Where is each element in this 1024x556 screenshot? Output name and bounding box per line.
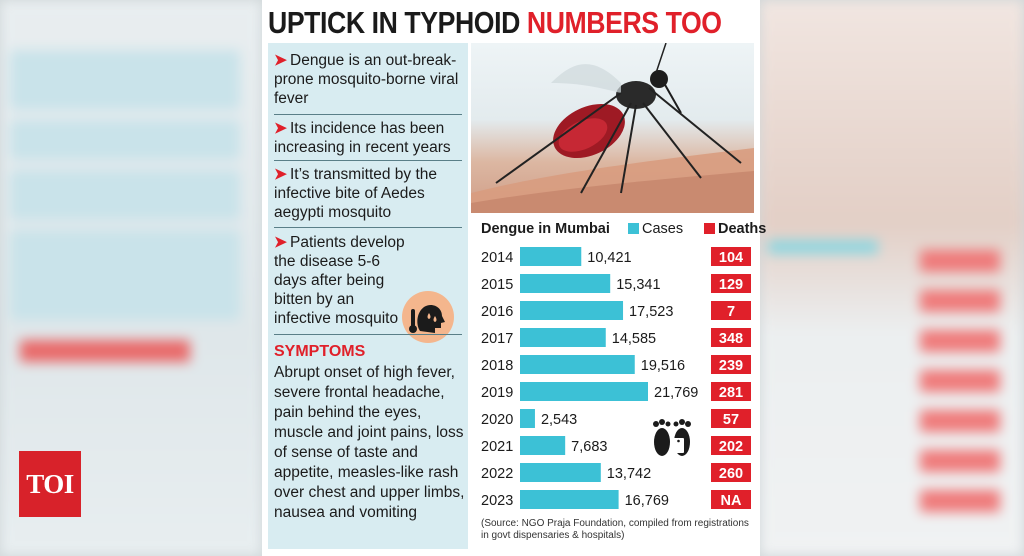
toe-tag-icon [673,438,684,453]
blurred-background-right [760,0,1024,556]
cases-value-label: 14,585 [612,331,656,347]
chart-title: Dengue in Mumbai [481,221,610,237]
symptoms-text: Abrupt onset of high fever, severe front… [274,364,465,521]
deaths-value-label: NA [721,493,742,509]
deaths-box [711,436,751,455]
arrow-icon: ➤ [274,166,287,183]
footprints-icon [653,419,691,456]
cases-bar [520,490,619,509]
source-note: (Source: NGO Praja Foundation, compiled … [481,518,749,541]
headline-part2: NUMBERS TOO [526,5,722,40]
mosquito-photo [471,43,754,213]
year-label: 2017 [481,331,513,347]
fact-item: ➤ Patients develop the disease 5-6 days a… [274,233,414,328]
fact-item: ➤ It’s transmitted by the infective bite … [274,165,466,222]
fact-item: ➤ Its incidence has been increasing in re… [274,119,466,157]
arrow-icon: ➤ [274,120,287,137]
deaths-box [711,247,751,266]
deaths-box [711,355,751,374]
deaths-value-label: 7 [727,304,735,320]
headline: UPTICK IN TYPHOID NUMBERS TOO [268,5,722,40]
cases-bar [520,355,635,374]
deaths-box [711,382,751,401]
cases-value-label: 19,516 [641,358,685,374]
fact-item: ➤ Dengue is an out-break-prone mosquito-b… [274,51,466,108]
fact-text: Dengue is an out-break-prone mosquito-bo… [274,52,459,107]
deaths-box [711,328,751,347]
cases-bar [520,274,611,293]
deaths-value-label: 104 [719,250,743,266]
year-label: 2016 [481,304,513,320]
year-label: 2020 [481,412,513,428]
cases-bar [520,463,601,482]
year-label: 2018 [481,358,513,374]
deaths-value-label: 281 [719,385,743,401]
fact-text: It’s transmitted by the infective bite o… [274,166,438,221]
symptoms-title: SYMPTOMS [274,343,366,360]
cases-bar [520,247,582,266]
year-label: 2022 [481,466,513,482]
deaths-value-label: 202 [719,439,743,455]
legend-swatch-cases [628,223,639,234]
deaths-box [711,463,751,482]
divider [274,160,462,161]
legend-swatch-deaths [704,223,715,234]
cases-value-label: 10,421 [587,250,631,266]
year-label: 2014 [481,250,513,266]
fact-text: Its incidence has been increasing in rec… [274,120,451,156]
cases-value-label: 21,769 [654,385,698,401]
infographic: UPTICK IN TYPHOID NUMBERS TOO ➤ Dengue is… [262,0,766,556]
divider [274,334,462,335]
year-label: 2023 [481,493,513,509]
facts-panel: ➤ Dengue is an out-break-prone mosquito-b… [268,43,468,549]
deaths-value-label: 239 [719,358,743,374]
deaths-value-label: 129 [719,277,743,293]
deaths-value-label: 260 [719,466,743,482]
divider [274,114,462,115]
dengue-chart: Dengue in Mumbai Cases Deaths 2014 10,421… [471,215,766,551]
cases-value-label: 16,769 [625,493,669,509]
deaths-value-label: 348 [719,331,743,347]
cases-bar [520,382,648,401]
fact-text: Patients develop the disease 5-6 days af… [274,234,405,327]
cases-value-label: 13,742 [607,466,651,482]
headline-part1: UPTICK IN TYPHOID [268,5,527,40]
legend-cases: Cases [620,221,683,237]
cases-bar [520,301,624,320]
arrow-icon: ➤ [274,52,287,69]
year-label: 2021 [481,439,513,455]
year-label: 2019 [481,385,513,401]
chart-plot: 2014 10,421 104 2015 15,341 129 2016 17,523 7 201… [481,247,751,509]
toi-logo: TOI [19,451,81,517]
divider [274,227,462,228]
cases-value-label: 7,683 [571,439,607,455]
cases-value-label: 2,543 [541,412,577,428]
deaths-box [711,274,751,293]
deaths-box [711,409,751,428]
deaths-box [711,301,751,320]
arrow-icon: ➤ [274,234,287,251]
legend-deaths-label: Deaths [718,221,767,237]
cases-bar [520,436,566,455]
legend-deaths: Deaths [696,221,766,237]
legend-cases-label: Cases [642,221,684,237]
cases-bar [520,328,606,347]
year-label: 2015 [481,277,513,293]
deaths-value-label: 57 [723,412,739,428]
cases-value-label: 17,523 [629,304,673,320]
deaths-box [711,490,751,509]
sick-person-icon [402,291,454,343]
cases-value-label: 15,341 [616,277,660,293]
cases-bar [520,409,535,428]
